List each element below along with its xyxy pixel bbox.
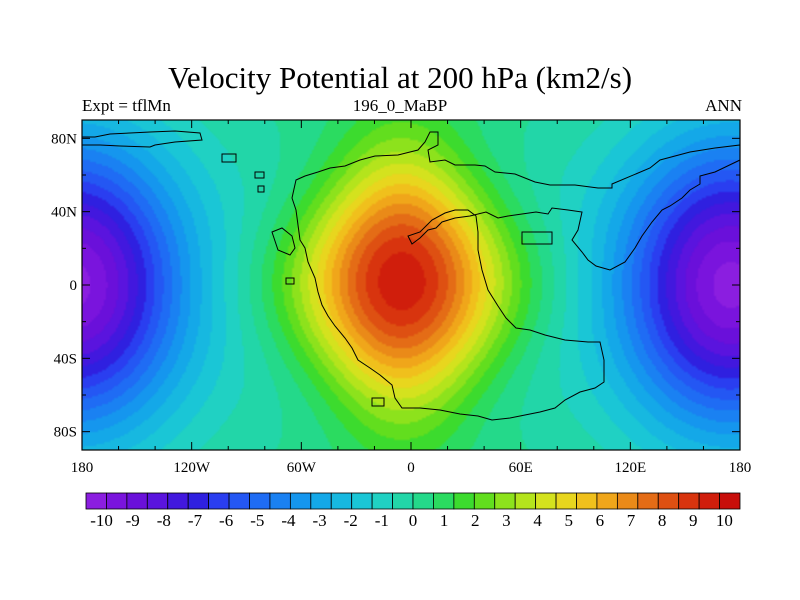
colorbar-box xyxy=(208,492,230,510)
colorbar-tick-label: -5 xyxy=(250,511,264,530)
colorbar-box xyxy=(392,492,414,510)
island-outline-south xyxy=(371,397,385,407)
small-island-outline-3 xyxy=(257,185,265,193)
colorbar-tick-label: 1 xyxy=(440,511,449,530)
x-tick-label: 120E xyxy=(614,460,646,476)
colorbar-tick-label: 9 xyxy=(689,511,698,530)
america-africa-europe-outline xyxy=(291,131,741,421)
x-axis-tick-labels: 180 120W 60W 0 60E 120E 180 xyxy=(71,460,752,476)
colorbar-tick-label: 8 xyxy=(658,511,667,530)
colorbar-box xyxy=(637,492,659,510)
colorbar-tick-label: -9 xyxy=(126,511,140,530)
colorbar-tick-label: -8 xyxy=(157,511,171,530)
colorbar-tick-label: -6 xyxy=(219,511,233,530)
y-tick-label: 80N xyxy=(51,131,77,147)
colorbar-tick-label: -7 xyxy=(188,511,203,530)
colorbar-box xyxy=(187,492,210,510)
x-tick-label: 60W xyxy=(287,460,317,476)
y-axis-ticks xyxy=(82,137,740,433)
x-tick-label: 180 xyxy=(729,460,752,476)
velocity-potential-field xyxy=(82,120,740,450)
colorbar-box xyxy=(412,492,434,510)
experiment-label: Expt = tflMn xyxy=(82,96,171,115)
colorbar-box xyxy=(351,492,373,510)
colorbar-box xyxy=(371,492,393,510)
colorbar-box xyxy=(167,492,189,510)
chart-title: Velocity Potential at 200 hPa (km2/s) xyxy=(167,60,633,95)
colorbar-tick-label: -1 xyxy=(375,511,389,530)
colorbar-box xyxy=(719,492,741,510)
small-island-outline-2 xyxy=(254,171,265,179)
y-tick-label: 80S xyxy=(54,425,77,441)
colorbar-box xyxy=(433,492,455,510)
colorbar-tick-label: -3 xyxy=(312,511,326,530)
colorbar-box xyxy=(678,492,700,510)
colorbar-box xyxy=(657,492,680,510)
colorbar-box xyxy=(494,492,516,510)
colorbar-box xyxy=(616,492,639,510)
colorbar-tick-label: 6 xyxy=(596,511,605,530)
case-label: 196_0_MaBP xyxy=(352,96,448,115)
colorbar-box xyxy=(126,492,148,510)
colorbar-box xyxy=(269,492,291,510)
colorbar-box xyxy=(576,492,598,510)
colorbar-box xyxy=(330,492,353,510)
colorbar-box xyxy=(535,492,557,510)
colorbar-tick-label: 3 xyxy=(502,511,511,530)
x-tick-label: 0 xyxy=(407,460,415,476)
colorbar-box xyxy=(473,492,496,510)
colorbar-box xyxy=(106,492,128,510)
colorbar-box xyxy=(596,492,618,510)
colorbar-tick-label: 5 xyxy=(564,511,573,530)
colorbar-box xyxy=(289,492,312,510)
caribbean-outline xyxy=(271,227,296,256)
colorbar-tick-labels: -10 -9 -8 -7 -6 -5 -4 -3 -2 -1 0 1 2 3 4 5 6 7 8 9 10 xyxy=(90,511,733,530)
y-axis-tick-labels: 80N 40N 0 40S 80S xyxy=(51,131,77,440)
season-label: ANN xyxy=(705,96,742,115)
colorbar-box xyxy=(85,492,107,510)
colorbar-box xyxy=(453,492,475,510)
colorbar-tick-label: 4 xyxy=(533,511,542,530)
colorbar-box xyxy=(146,492,169,510)
colorbar-tick-label: 7 xyxy=(627,511,636,530)
colorbar: -10 -9 -8 -7 -6 -5 -4 -3 -2 -1 0 1 2 3 4 5 6 7 8 9 10 xyxy=(85,492,741,530)
x-tick-label: 120W xyxy=(173,460,211,476)
colorbar-box xyxy=(698,492,720,510)
small-island-outline-1 xyxy=(221,153,237,163)
y-tick-label: 40S xyxy=(54,351,77,367)
colorbar-tick-label: 0 xyxy=(409,511,418,530)
island-outline-small xyxy=(285,277,295,285)
plot-area: 180 120W 60W 0 60E 120E 180 80N 40N 0 40S 80S xyxy=(51,119,752,476)
colorbar-tick-label: 2 xyxy=(471,511,480,530)
y-tick-label: 0 xyxy=(70,278,78,294)
y-tick-label: 40N xyxy=(51,205,77,221)
colorbar-tick-label: -4 xyxy=(281,511,296,530)
colorbar-box xyxy=(514,492,537,510)
x-axis-ticks xyxy=(81,120,741,450)
x-tick-label: 180 xyxy=(71,460,94,476)
colorbar-box xyxy=(555,492,577,510)
island-outline-east xyxy=(521,231,553,245)
colorbar-tick-label: -10 xyxy=(90,511,113,530)
x-tick-label: 60E xyxy=(509,460,533,476)
colorbar-boxes xyxy=(85,492,741,510)
colorbar-box xyxy=(228,492,250,510)
coastline-outlines xyxy=(82,130,741,421)
colorbar-tick-label: -2 xyxy=(344,511,358,530)
colorbar-box xyxy=(249,492,271,510)
colorbar-box xyxy=(310,492,332,510)
colorbar-tick-label: 10 xyxy=(716,511,733,530)
greenland-arctic-outline xyxy=(82,130,203,148)
